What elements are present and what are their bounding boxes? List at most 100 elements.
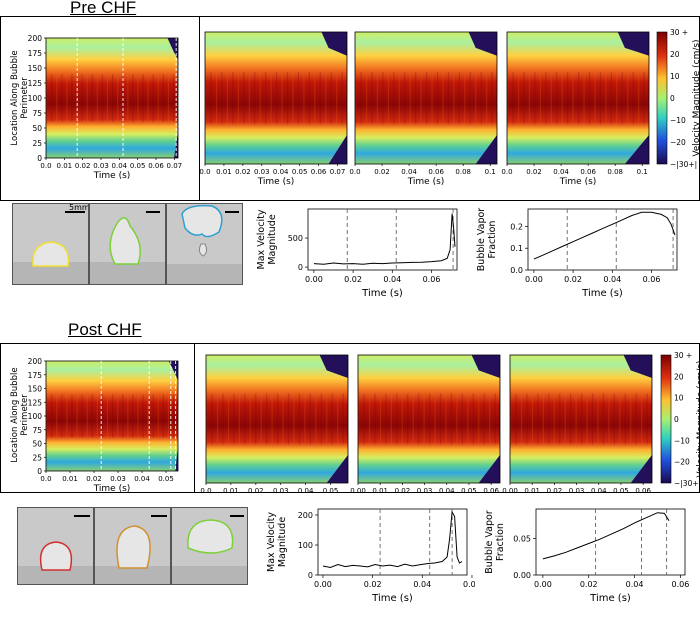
y-axis-label: Perimeter — [20, 394, 30, 436]
x-tick-label: 0.04 — [603, 275, 621, 284]
series-line — [313, 213, 456, 265]
post-max-velocity-chart: 0.00 0.02 0.04 0.06 0 100 200 Time (s) Max Veloc… — [266, 508, 475, 604]
x-axis-label: Time (s) — [93, 171, 131, 181]
heatmap-border — [509, 354, 653, 484]
heatmap-streak — [578, 71, 580, 125]
y-tick-label: 175 — [28, 49, 43, 58]
heatmap-streak — [101, 394, 104, 438]
heatmap-streak — [337, 393, 339, 445]
x-tick-label: 0.05 — [292, 168, 308, 176]
colorbar-tick-label: −10 — [674, 436, 690, 445]
colorbar — [656, 31, 668, 165]
heatmap-streak — [545, 71, 547, 125]
heatmap-streak — [385, 393, 387, 445]
x-tick-label: 0.04 — [401, 168, 417, 176]
heatmap-streak — [142, 394, 144, 438]
heatmap-void — [475, 134, 497, 164]
x-tick-label: 0.03 — [569, 487, 585, 493]
x-tick-label: 0.02 — [86, 475, 102, 483]
heatmap-void — [468, 32, 497, 56]
y-tick-label: 0.0 — [510, 266, 523, 275]
heatmap-streak — [86, 74, 88, 122]
y-axis-label: Fraction — [487, 221, 498, 259]
x-tick-label: 0.01 — [372, 487, 388, 493]
heatmap-streak — [91, 394, 93, 438]
heatmap-streak — [86, 394, 88, 438]
heatmap-streak — [374, 393, 376, 445]
heatmap-streak — [112, 394, 114, 438]
heatmap-streak — [298, 393, 301, 445]
heatmap-streak — [404, 71, 406, 125]
y-axis-label: Max Velocity — [266, 512, 277, 572]
x-axis-label: Time (s) — [589, 593, 631, 604]
heatmap-streak — [336, 71, 338, 125]
heatmap-streak — [127, 394, 129, 438]
heatmap-streak — [371, 71, 373, 125]
heatmap-streak — [91, 74, 93, 122]
heatmap-streak — [137, 74, 139, 122]
y-axis-label: Bubble Vapor — [484, 510, 495, 574]
x-tick-label: 0.06 — [483, 487, 499, 493]
x-axis-label: Time (s) — [581, 288, 623, 299]
x-tick-label: 0.01 — [524, 487, 540, 493]
heatmap-streak — [483, 393, 485, 445]
heatmap-streak — [325, 71, 327, 125]
colorbar-tick-label: −20 — [674, 458, 690, 467]
heatmap-streak — [249, 393, 251, 445]
x-tick-label: 0.0 — [200, 487, 211, 493]
heatmap-streak — [431, 71, 433, 125]
heatmap-streak — [550, 71, 552, 125]
heatmap-streak — [304, 393, 306, 445]
x-tick-label: 0.02 — [248, 487, 264, 493]
colorbar-tick-label: 0 — [674, 415, 679, 424]
series-line — [542, 512, 670, 560]
heatmap-streak — [572, 71, 574, 125]
heatmap-streak — [282, 393, 284, 445]
colorbar-tick-label: ~|30+| — [674, 479, 700, 488]
heatmap-border — [354, 31, 498, 165]
plot-area — [307, 208, 458, 271]
heatmap-streak — [641, 393, 643, 445]
heatmap-streak — [556, 71, 558, 125]
x-tick-label: 0.06 — [148, 162, 164, 170]
heatmap-streak — [293, 393, 295, 445]
heatmap-border — [357, 354, 501, 484]
heatmap-streak — [147, 74, 149, 122]
colorbar — [660, 354, 672, 484]
y-tick-label: 50 — [32, 124, 42, 133]
heatmap-streak — [520, 393, 523, 445]
x-tick-label: 0.01 — [57, 162, 73, 170]
heatmap-streak — [56, 74, 58, 122]
x-tick-label: 0.08 — [455, 168, 471, 176]
heatmap-image — [510, 355, 652, 483]
heatmap-border — [204, 31, 348, 165]
heatmap-streak — [81, 394, 83, 438]
heatmap-streak — [210, 71, 212, 125]
series-line — [533, 211, 676, 260]
heatmap-streak — [360, 71, 362, 125]
plot-area — [535, 508, 686, 576]
heatmap-streak — [531, 393, 534, 445]
heatmap-streak — [368, 393, 371, 445]
x-tick-label: 0.0 — [349, 168, 360, 176]
heatmap-streak — [583, 71, 585, 125]
heatmap-streak — [265, 71, 267, 125]
y-tick-label: 75 — [32, 109, 42, 118]
heatmap-streak — [106, 74, 109, 122]
y-axis-label: Perimeter — [20, 77, 30, 119]
y-tick-label: 0.00 — [513, 571, 531, 580]
heatmap-streak — [61, 394, 63, 438]
x-tick-label: 0.05 — [461, 487, 477, 493]
heatmap-streak — [646, 393, 648, 445]
x-axis-label: Time (s) — [257, 177, 295, 187]
y-tick-label: 100 — [298, 541, 313, 550]
heatmap-void — [630, 454, 652, 483]
x-tick-label: 0.02 — [580, 580, 598, 589]
heatmap-void — [175, 446, 178, 471]
post-bubble-photo-2 — [94, 507, 171, 585]
scale-label: 5mm — [69, 204, 89, 212]
heatmap-streak — [137, 394, 139, 438]
x-tick-label: 0.04 — [273, 168, 289, 176]
y-axis-label: Max Velocity — [256, 209, 267, 269]
heatmap-streak — [238, 393, 240, 445]
